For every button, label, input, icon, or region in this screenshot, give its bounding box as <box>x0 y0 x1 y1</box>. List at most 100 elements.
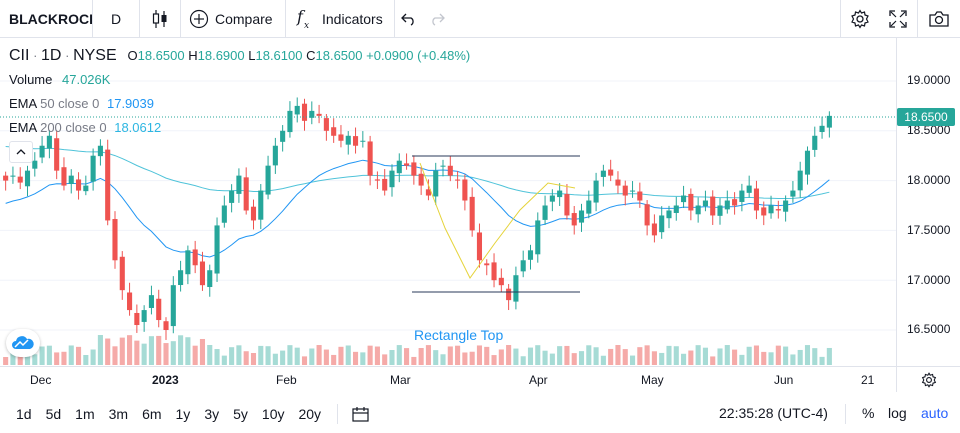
compare-button[interactable]: Compare <box>181 0 285 38</box>
range-3m-button[interactable]: 3m <box>108 406 129 422</box>
range-6m-button[interactable]: 6m <box>142 406 162 422</box>
low-value: 18.6100 <box>255 48 303 63</box>
ema50-legend[interactable]: EMA 50 close 0 17.9039 <box>9 96 154 111</box>
range-5d-button[interactable]: 5d <box>45 406 62 422</box>
function-icon: f x <box>296 8 309 30</box>
candle-body <box>280 130 286 142</box>
ema200-params: 200 close 0 <box>40 120 107 135</box>
tradingview-logo[interactable] <box>6 329 40 357</box>
candle-body <box>316 113 322 116</box>
log-scale-button[interactable]: log <box>888 405 907 421</box>
candle-body <box>746 185 752 193</box>
range-3y-button[interactable]: 3y <box>204 406 220 422</box>
ticker-label[interactable]: CII <box>9 47 30 64</box>
candle-body <box>462 179 468 201</box>
volume-bar <box>578 351 585 365</box>
close-value: 18.6500 <box>315 48 363 63</box>
divider <box>139 0 140 38</box>
volume-bar <box>294 347 300 365</box>
volume-bar <box>148 336 154 365</box>
volume-bar <box>571 353 577 365</box>
fullscreen-button[interactable] <box>879 0 917 38</box>
volume-bar <box>309 348 315 365</box>
volume-bar <box>105 338 111 365</box>
interval-button[interactable]: D <box>110 10 122 27</box>
candle-body <box>695 205 701 215</box>
settings-button[interactable] <box>841 0 879 38</box>
indicators-button[interactable]: f x Indicators <box>286 0 394 38</box>
ema200-legend[interactable]: EMA 200 close 0 18.0612 <box>9 120 161 135</box>
candle-body <box>484 263 490 266</box>
candle-body <box>790 190 796 197</box>
volume-bar <box>542 350 548 365</box>
candle-body <box>294 105 300 115</box>
candle-body <box>148 295 154 308</box>
volume-bar <box>54 352 60 365</box>
volume-legend[interactable]: Volume 47.026K <box>9 72 110 87</box>
candle-body <box>411 162 417 176</box>
candle-body <box>418 173 424 186</box>
open-value: 18.6500 <box>137 48 185 63</box>
compare-label: Compare <box>215 10 273 27</box>
go-to-date-button[interactable] <box>352 406 370 422</box>
candle-body <box>659 215 665 233</box>
high-value: 18.6900 <box>197 48 245 63</box>
volume-bar <box>826 347 832 365</box>
auto-scale-button[interactable]: auto <box>921 405 949 421</box>
candle-body <box>396 160 402 174</box>
range-10y-button[interactable]: 10y <box>261 406 285 422</box>
redo-button[interactable] <box>423 0 451 38</box>
range-1d-button[interactable]: 1d <box>16 406 32 422</box>
axis-settings-button[interactable] <box>896 367 960 392</box>
candle-body <box>374 179 380 181</box>
range-20y-button[interactable]: 20y <box>298 406 322 422</box>
price-label: 17.5000 <box>907 223 951 237</box>
candle-body <box>600 170 606 177</box>
candle-body <box>309 110 315 118</box>
candle-body <box>367 141 373 176</box>
range-5y-button[interactable]: 5y <box>233 406 248 422</box>
time-label: Apr <box>529 373 548 387</box>
chart-style-button[interactable] <box>140 0 180 38</box>
candle-body <box>127 292 133 311</box>
rectangle-top-drawing[interactable] <box>412 155 580 293</box>
divider <box>917 0 918 38</box>
screenshot-button[interactable] <box>918 0 960 38</box>
undo-button[interactable] <box>395 0 423 38</box>
time-label: 2023 <box>152 373 179 387</box>
candle-body <box>134 312 140 326</box>
collapse-legend-button[interactable] <box>9 141 33 163</box>
candle-body <box>54 138 60 171</box>
volume-bar <box>258 345 264 365</box>
volume-bar <box>753 345 760 365</box>
candle-body <box>389 170 395 188</box>
volume-bar <box>673 346 679 365</box>
volume-bar <box>178 335 184 365</box>
divider <box>840 0 841 38</box>
price-chart[interactable] <box>0 38 896 366</box>
volume-bar <box>287 345 293 365</box>
symbol-search[interactable]: BLACKROCI <box>9 10 92 27</box>
candle-body <box>804 150 811 175</box>
time-label: Dec <box>30 373 52 387</box>
price-axis[interactable]: 19.0000 18.5000 18.0000 17.5000 17.0000 … <box>896 38 960 366</box>
candle-body <box>732 199 738 206</box>
range-1m-button[interactable]: 1m <box>75 406 95 422</box>
candle-body <box>644 204 650 226</box>
volume-bar <box>739 354 745 365</box>
volume-bar <box>97 335 103 365</box>
volume-bar <box>214 349 220 365</box>
range-1y-button[interactable]: 1y <box>175 406 191 422</box>
candle-body <box>221 205 227 223</box>
time-axis[interactable]: Dec 2023 Feb Mar Apr May Jun 21 <box>0 366 960 392</box>
candle-body <box>520 260 526 272</box>
timezone-clock[interactable]: 22:35:28 (UTC-4) <box>719 405 828 421</box>
price-label: 18.5000 <box>907 123 951 137</box>
candle-body <box>331 127 337 136</box>
candle-body <box>476 232 483 261</box>
volume-bar <box>681 353 687 365</box>
candle-body <box>112 219 118 261</box>
top-toolbar: BLACKROCI D Compare f x Indicators <box>0 0 960 38</box>
percent-scale-button[interactable]: % <box>862 405 875 421</box>
volume-bar <box>724 345 730 365</box>
